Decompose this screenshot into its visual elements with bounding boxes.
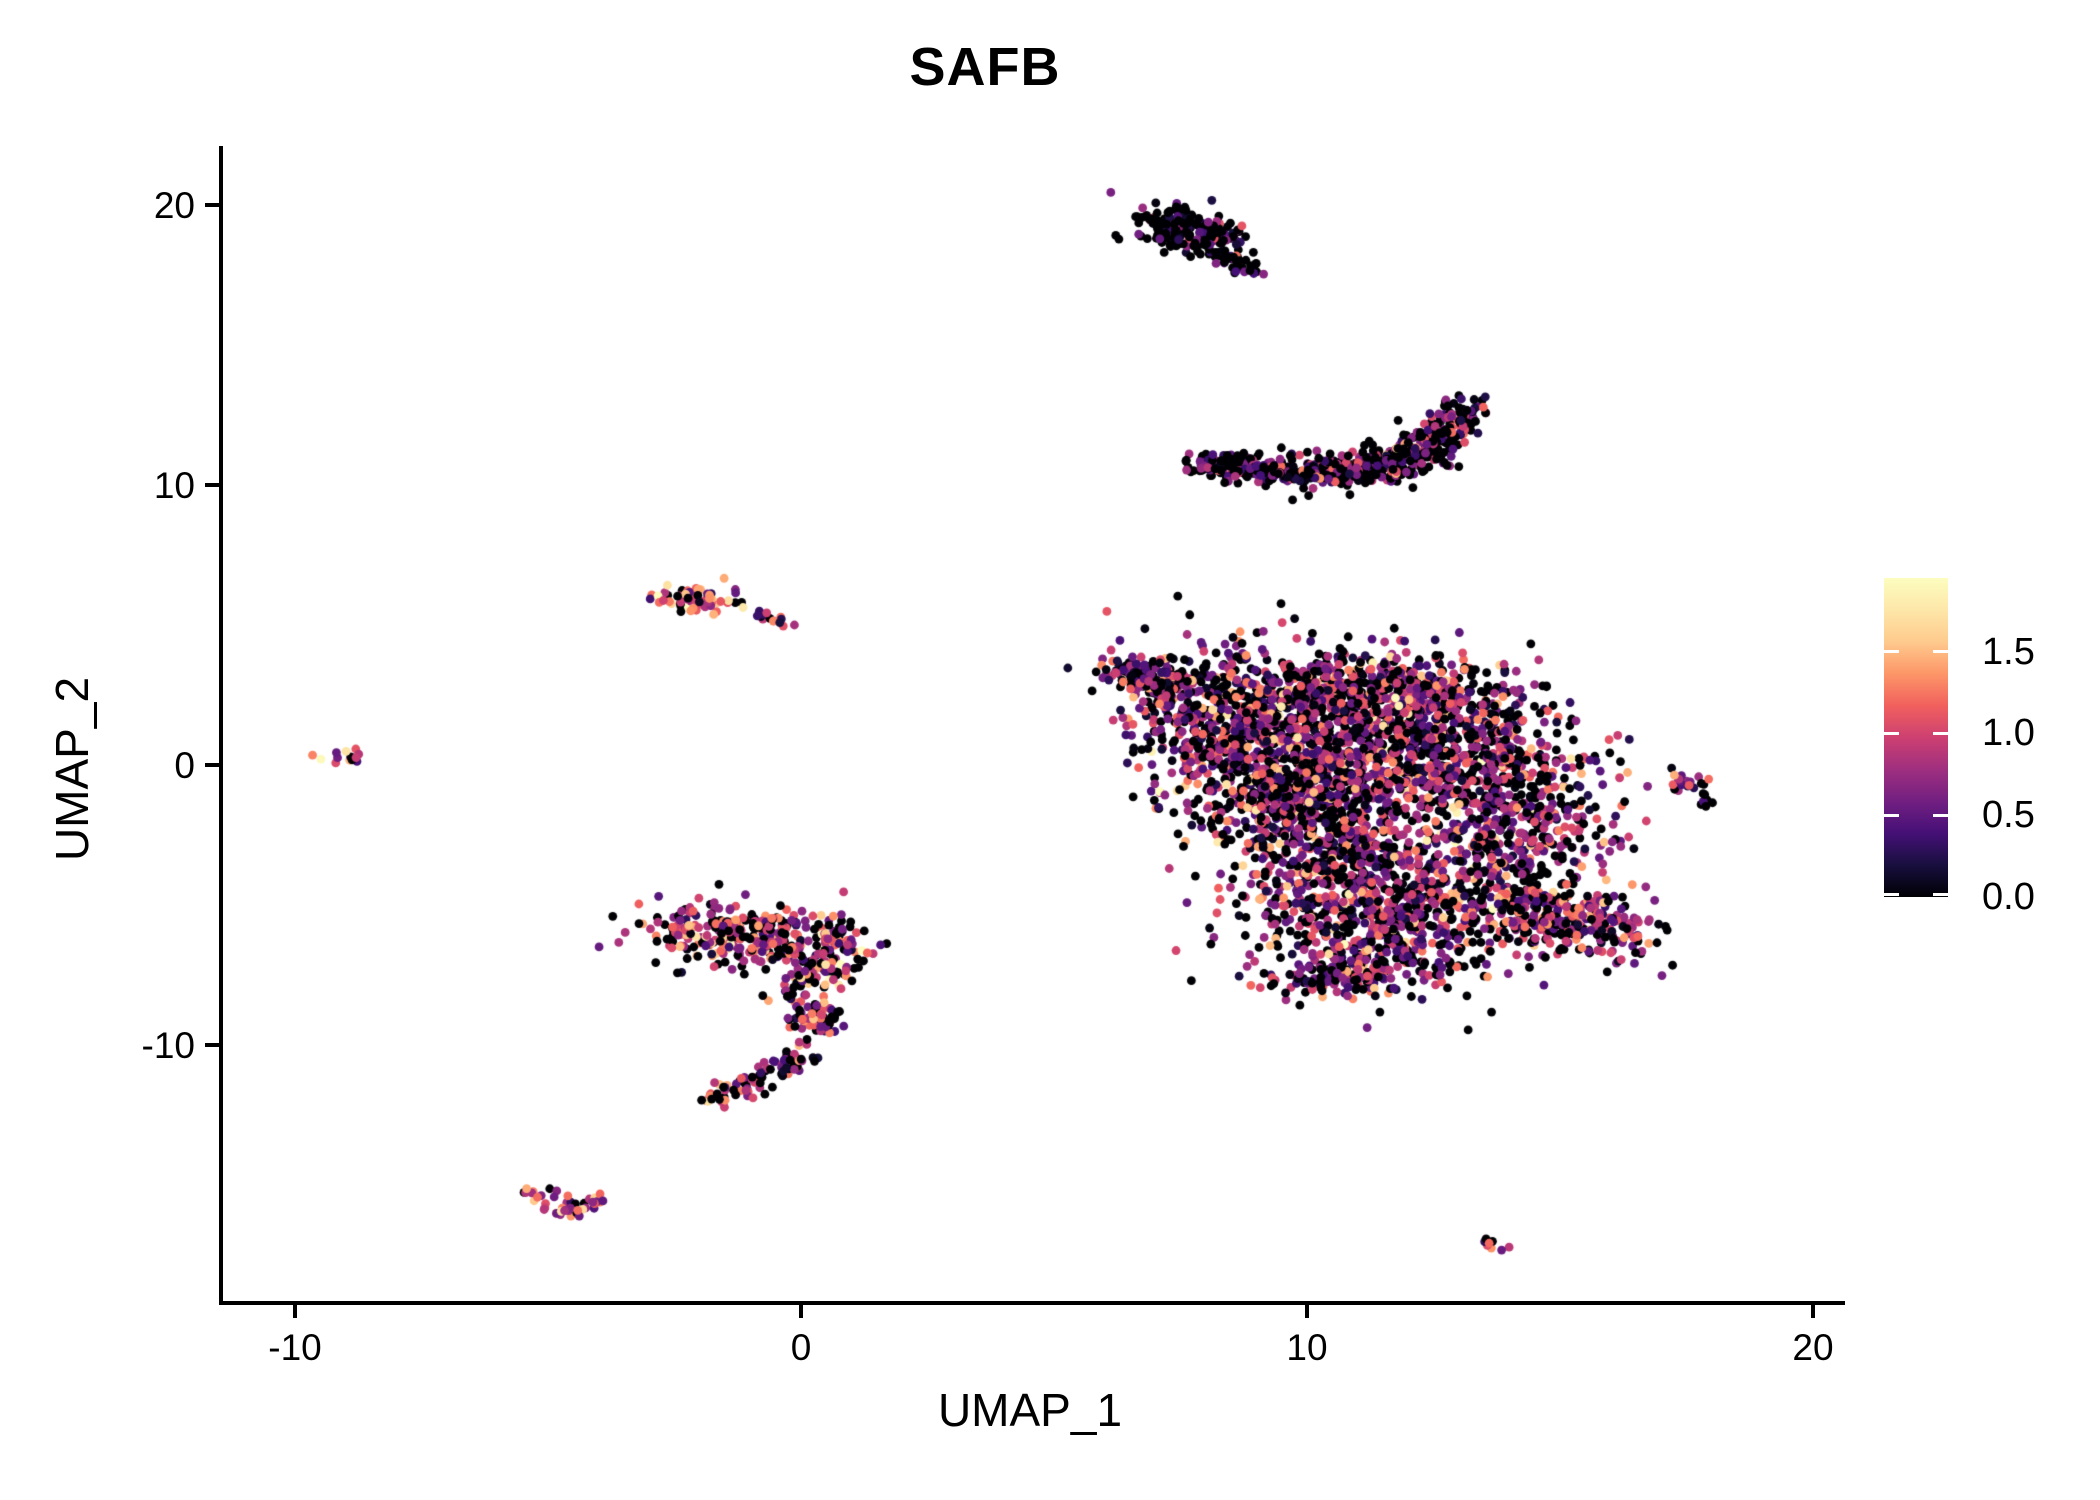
colorbar-tick-mark: [1884, 650, 1899, 654]
x-tick-label: -10: [268, 1327, 322, 1368]
y-tick-mark: [205, 483, 219, 487]
x-axis-title: UMAP_1: [937, 1384, 1123, 1436]
x-tick-mark: [293, 1305, 297, 1318]
y-tick-label: 0: [174, 745, 195, 786]
colorbar-tick-label: 0.0: [1982, 876, 2035, 918]
colorbar-tick-mark: [1884, 731, 1899, 735]
y-tick-mark: [205, 763, 219, 767]
colorbar-tick-label: 1.5: [1982, 630, 2035, 673]
colorbar-gradient: [1884, 578, 1948, 897]
x-tick-mark: [1811, 1305, 1815, 1318]
colorbar-tick-mark: [1884, 892, 1899, 896]
x-tick-label: 10: [1286, 1327, 1328, 1368]
x-axis-line: [219, 1301, 1845, 1305]
y-axis-line: [219, 146, 223, 1305]
y-tick-label: -10: [141, 1025, 195, 1066]
colorbar-tick-label: 0.5: [1982, 794, 2035, 837]
y-tick-mark: [205, 203, 219, 207]
x-tick-mark: [1305, 1305, 1309, 1318]
colorbar-tick-mark: [1884, 813, 1899, 817]
plot-title: SAFB: [909, 37, 1061, 97]
colorbar-tick-label: 1.0: [1982, 712, 2035, 755]
colorbar-tick-mark: [1933, 731, 1948, 735]
colorbar-tick-mark: [1933, 813, 1948, 817]
colorbar-tick-mark: [1933, 650, 1948, 654]
y-tick-label: 20: [153, 185, 195, 226]
x-tick-label: 0: [790, 1327, 812, 1368]
colorbar-tick-mark: [1933, 892, 1948, 896]
x-tick-mark: [799, 1305, 803, 1318]
x-tick-label: 20: [1792, 1327, 1834, 1368]
y-tick-mark: [205, 1043, 219, 1047]
y-tick-label: 10: [153, 465, 195, 506]
